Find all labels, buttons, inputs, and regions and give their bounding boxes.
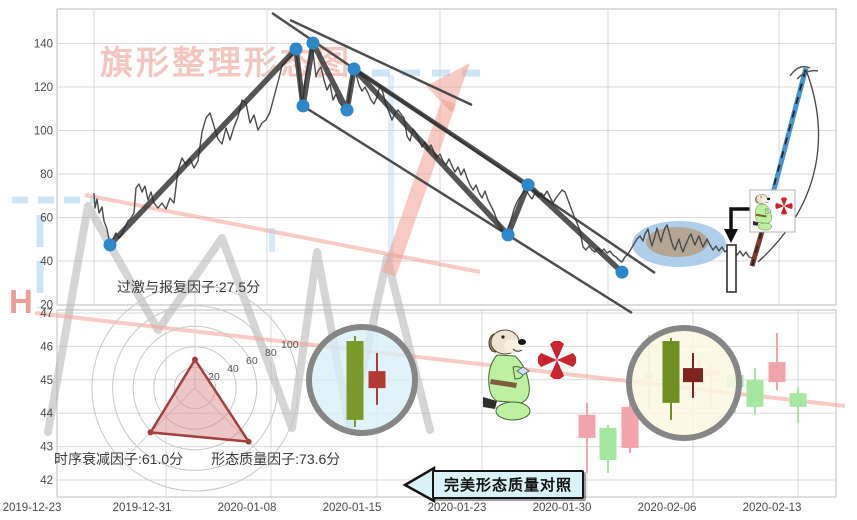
- pivot-dot: [103, 238, 117, 252]
- price-line: [93, 44, 753, 263]
- trendline: [302, 104, 633, 315]
- mini-praying-dog-clipart: [752, 193, 772, 231]
- axis-tick-label: 20: [40, 300, 53, 312]
- axis-tick-label: 46: [40, 341, 53, 353]
- axis-tick-label: 42: [40, 475, 53, 487]
- factor-labels: 时序衰减因子:61.0分 形态质量因子:73.6分: [54, 449, 368, 469]
- candlestick: [746, 368, 764, 415]
- axis-tick-label: 2019-12-31: [113, 502, 172, 514]
- candlestick: [683, 353, 703, 398]
- svg-text:80: 80: [265, 347, 277, 359]
- svg-text:100: 100: [281, 339, 299, 351]
- watermark-letter-h: H: [9, 283, 33, 320]
- candlestick: [578, 402, 596, 473]
- magnifier-circle: [626, 325, 742, 441]
- axis-tick-label: 2020-02-13: [743, 502, 802, 514]
- axis-tick-label: 60: [40, 213, 53, 225]
- pivot-dot: [289, 42, 303, 56]
- axis-tick-label: 120: [34, 82, 53, 94]
- overshoot-factor-label: 过激与报复因子:27.5分: [117, 279, 261, 295]
- axis-tick-label: 43: [40, 442, 53, 454]
- pivot-dot: [615, 265, 629, 279]
- decay-factor-label: 时序衰减因子:61.0分: [54, 451, 184, 467]
- candlestick: [346, 336, 364, 427]
- axis-tick-label: 2020-01-15: [323, 502, 382, 514]
- radar-polygon: [148, 357, 252, 444]
- pivot-dot: [296, 99, 310, 113]
- axis-tick-label: 2020-01-23: [428, 502, 487, 514]
- axis-tick-label: 2019-12-23: [3, 502, 62, 514]
- pivot-dot: [306, 36, 320, 50]
- perfect-pattern-callout: 完美形态质量对照: [432, 470, 584, 499]
- pivot-dot: [340, 103, 354, 117]
- axis-tick-label: 140: [34, 39, 53, 51]
- praying-dog-clipart: [482, 329, 531, 421]
- axis-tick-label: 45: [40, 375, 53, 387]
- axis-tick-label: 40: [40, 256, 53, 268]
- candlestick: [662, 338, 680, 420]
- callout-label: 完美形态质量对照: [443, 477, 572, 494]
- axis-tick-label: 80: [40, 169, 53, 181]
- pivot-dot: [347, 62, 361, 76]
- svg-text:20: 20: [208, 371, 220, 383]
- axis-tick-label: 47: [40, 308, 53, 320]
- axis-tick-label: 2020-02-06: [638, 502, 697, 514]
- candlestick: [789, 387, 807, 423]
- axis-tick-label: 2020-01-08: [218, 502, 277, 514]
- left-arrow-icon: [402, 465, 436, 504]
- axis-tick-label: 100: [34, 126, 53, 138]
- trendline: [289, 18, 473, 107]
- svg-text:60: 60: [246, 355, 258, 367]
- candlestick: [599, 424, 617, 473]
- axis-tick-label: 2020-01-30: [533, 502, 592, 514]
- candlestick: [368, 353, 386, 405]
- pivot-dot: [521, 178, 535, 192]
- pivot-dot: [501, 228, 515, 242]
- down-arrow-icon: [724, 229, 738, 243]
- candlestick: [768, 333, 786, 391]
- axis-tick-label: 44: [40, 408, 53, 420]
- svg-text:40: 40: [227, 363, 239, 375]
- quality-factor-label: 形态质量因子:73.6分: [211, 451, 341, 467]
